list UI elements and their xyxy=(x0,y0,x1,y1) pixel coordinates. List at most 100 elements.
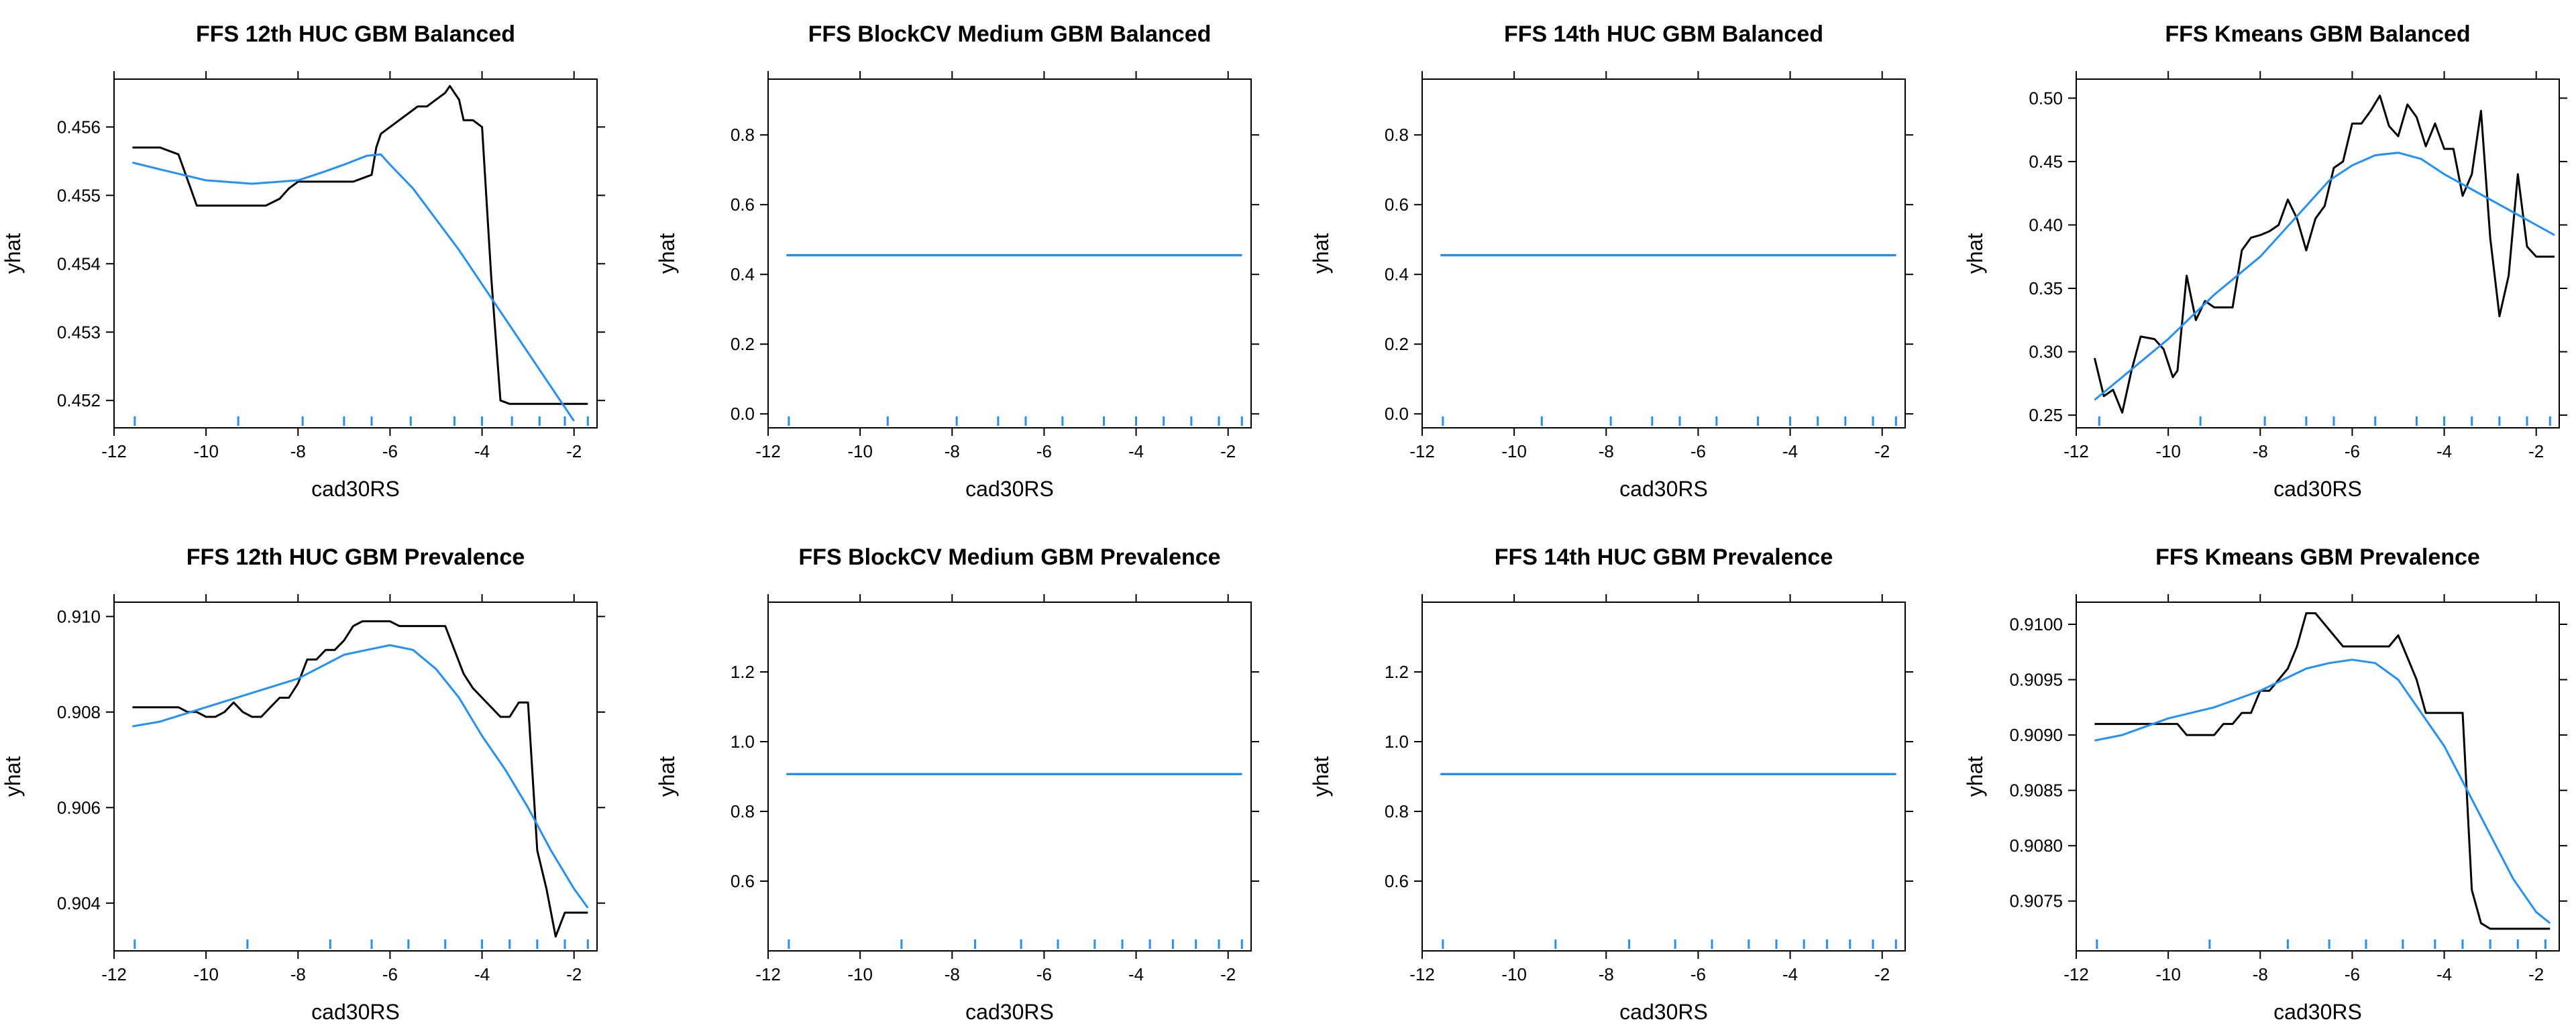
x-tick-label: -2 xyxy=(1874,441,1890,461)
panel-7: FFS 14th HUC GBM Prevalence -12 -10 -8 -6 -4 -… xyxy=(1309,545,1913,1024)
x-tick-label: -4 xyxy=(2436,964,2452,984)
panel-8: FFS Kmeans GBM Prevalence -12 -10 -8 -6 -4 -2 0… xyxy=(1963,545,2567,1024)
y-tick-label: 0.6 xyxy=(731,194,755,215)
x-tick-label: -12 xyxy=(2063,964,2089,984)
x-tick-label: -8 xyxy=(290,964,306,984)
y-tick-label: 0.906 xyxy=(57,797,101,817)
plot-frame xyxy=(1421,78,1906,428)
x-tick-label: -4 xyxy=(1128,964,1144,984)
series-line-blue xyxy=(132,644,589,909)
y-tick-label: 0.2 xyxy=(1385,334,1409,354)
x-tick-label: -6 xyxy=(1036,964,1052,984)
x-tick-label: -4 xyxy=(1128,441,1144,461)
panel-title: FFS Kmeans GBM Balanced xyxy=(2165,21,2470,47)
x-tick-label: -12 xyxy=(2063,441,2089,461)
x-tick-label: -12 xyxy=(755,441,781,461)
x-tick-label: -10 xyxy=(2155,964,2181,984)
x-tick-label: -8 xyxy=(290,441,306,461)
x-tick-label: -12 xyxy=(755,964,781,984)
x-axis-label: cad30RS xyxy=(2273,1000,2362,1024)
x-axis-label: cad30RS xyxy=(965,477,1054,501)
series-line-blue xyxy=(2094,152,2555,401)
panel-title: FFS 14th HUC GBM Balanced xyxy=(1504,21,1823,47)
x-axis-label: cad30RS xyxy=(965,1000,1054,1024)
y-tick-label: 0.9085 xyxy=(2009,781,2063,801)
panel-4: FFS Kmeans GBM Balanced -12 -10 -8 -6 -4 -2 0.2… xyxy=(1963,21,2567,501)
y-tick-label: 0.6 xyxy=(1385,194,1409,215)
y-axis-label: yhat xyxy=(1,233,25,274)
y-tick-label: 0.454 xyxy=(57,253,101,274)
x-tick-label: -10 xyxy=(1501,964,1527,984)
plot-frame xyxy=(113,78,598,428)
y-tick-label: 0.25 xyxy=(2029,405,2063,425)
panel-title: FFS 12th HUC GBM Prevalence xyxy=(186,545,525,570)
y-axis-label: yhat xyxy=(1963,233,1987,274)
y-tick-label: 0.9095 xyxy=(2009,670,2063,690)
y-tick-label: 0.904 xyxy=(57,893,101,913)
y-tick-label: 0.40 xyxy=(2029,215,2063,235)
y-tick-label: 0.453 xyxy=(57,322,101,342)
y-axis-label: yhat xyxy=(1309,756,1333,797)
x-tick-label: -8 xyxy=(1599,441,1614,461)
x-tick-label: -10 xyxy=(2155,441,2181,461)
x-tick-label: -2 xyxy=(2528,964,2544,984)
x-axis-label: cad30RS xyxy=(1619,1000,1708,1024)
y-axis-label: yhat xyxy=(655,233,679,274)
x-tick-label: -4 xyxy=(1782,441,1798,461)
y-axis-label: yhat xyxy=(655,756,679,797)
x-tick-label: -12 xyxy=(101,964,127,984)
series-line-black xyxy=(132,620,588,938)
plot-frame xyxy=(2076,78,2560,428)
y-tick-label: 0.8 xyxy=(731,801,755,821)
y-tick-label: 0.50 xyxy=(2029,88,2063,108)
y-tick-label: 0.45 xyxy=(2029,152,2063,172)
x-tick-label: -12 xyxy=(1409,441,1435,461)
panel-title: FFS BlockCV Medium GBM Balanced xyxy=(808,21,1212,47)
x-tick-label: -8 xyxy=(945,964,960,984)
y-tick-label: 0.4 xyxy=(731,264,755,284)
series-line-black xyxy=(2094,612,2551,930)
y-tick-label: 1.0 xyxy=(1385,732,1409,752)
x-axis-label: cad30RS xyxy=(311,1000,400,1024)
x-tick-label: -8 xyxy=(945,441,960,461)
x-tick-label: -10 xyxy=(193,441,219,461)
y-tick-label: 0.9090 xyxy=(2009,725,2063,745)
x-axis-label: cad30RS xyxy=(311,477,400,501)
panel-title: FFS BlockCV Medium GBM Prevalence xyxy=(798,545,1220,570)
plot-frame xyxy=(2076,602,2560,952)
x-tick-label: -6 xyxy=(1690,964,1706,984)
x-tick-label: -10 xyxy=(847,441,873,461)
x-tick-label: -2 xyxy=(1220,441,1236,461)
series-line-black xyxy=(132,84,588,405)
series-line-blue xyxy=(2094,659,2551,924)
x-tick-label: -4 xyxy=(1782,964,1798,984)
panel-6: FFS BlockCV Medium GBM Prevalence -12 -10 -… xyxy=(655,545,1259,1024)
y-tick-label: 0.8 xyxy=(1385,125,1409,145)
y-tick-label: 0.0 xyxy=(731,404,755,424)
y-tick-label: 0.9075 xyxy=(2009,891,2063,911)
x-tick-label: -2 xyxy=(2528,441,2544,461)
x-tick-label: -6 xyxy=(1036,441,1052,461)
x-tick-label: -8 xyxy=(1599,964,1614,984)
x-tick-label: -2 xyxy=(1874,964,1890,984)
panel-title: FFS Kmeans GBM Prevalence xyxy=(2155,545,2480,570)
y-axis-label: yhat xyxy=(1309,233,1333,274)
y-tick-label: 0.8 xyxy=(731,125,755,145)
plot-frame xyxy=(767,78,1252,428)
x-axis-label: cad30RS xyxy=(1619,477,1708,501)
panel-title: FFS 14th HUC GBM Prevalence xyxy=(1495,545,1833,570)
x-tick-label: -4 xyxy=(474,964,490,984)
x-tick-label: -2 xyxy=(566,964,582,984)
x-tick-label: -10 xyxy=(847,964,873,984)
x-tick-label: -6 xyxy=(382,964,398,984)
y-tick-label: 0.2 xyxy=(731,334,755,354)
panel-title: FFS 12th HUC GBM Balanced xyxy=(196,21,515,47)
x-tick-label: -6 xyxy=(2345,964,2360,984)
x-axis-label: cad30RS xyxy=(2273,477,2362,501)
x-tick-label: -12 xyxy=(1409,964,1435,984)
series-line-black xyxy=(2093,95,2555,414)
y-tick-label: 0.6 xyxy=(1385,871,1409,891)
y-tick-label: 0.6 xyxy=(731,871,755,891)
y-tick-label: 0.452 xyxy=(57,390,101,410)
panel-3: FFS 14th HUC GBM Balanced -12 -10 -8 -6 -4 -2 0… xyxy=(1309,21,1913,501)
